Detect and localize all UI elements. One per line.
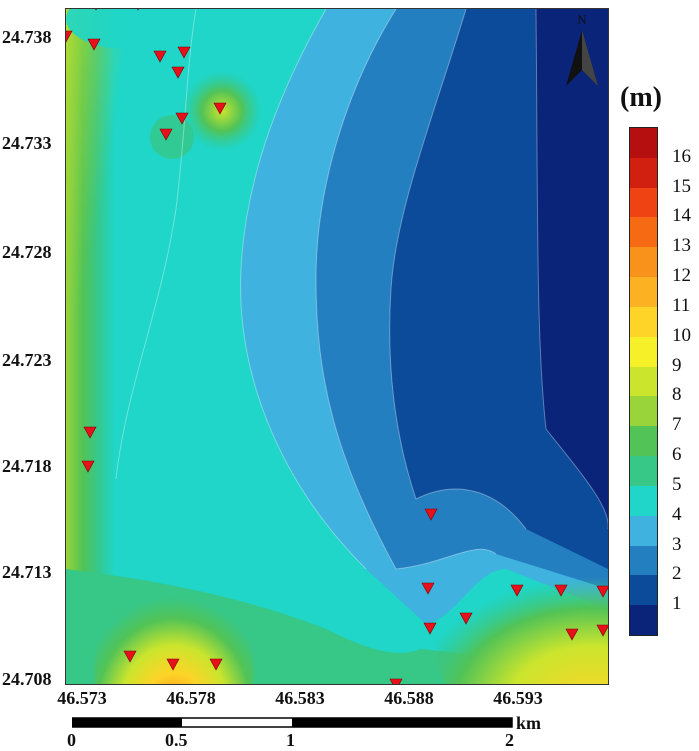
well-marker-icon [159,128,173,141]
legend-label: 5 [672,473,682,495]
y-tick-label: 24.723 [2,350,52,370]
legend-label: 7 [672,414,682,436]
legend-label: 4 [672,503,682,525]
legend-label: 15 [672,175,691,197]
legend-label: 16 [672,145,691,167]
legend-label: 9 [672,354,682,376]
well-marker-icon [424,508,438,521]
well-marker-icon [175,112,189,125]
y-tick-label: 24.738 [2,27,52,47]
legend-unit-label: (m) [620,82,662,113]
y-tick-label: 24.728 [2,242,52,262]
legend-swatch [630,545,657,576]
legend-label: 11 [672,294,691,316]
legend-label: 8 [672,384,682,406]
legend-swatch [630,128,657,159]
well-marker-icon [423,622,437,635]
legend-swatch [630,515,657,547]
legend-swatch [630,336,657,368]
legend-label: 12 [672,265,691,287]
map-panel[interactable] [65,8,609,685]
x-tick-label: 46.578 [166,688,216,708]
y-tick-label: 24.718 [2,456,52,476]
scale-label: 2 [505,730,514,750]
legend-label: 13 [672,235,691,257]
well-marker-icon [421,582,435,595]
legend-swatch [630,485,657,517]
legend-swatch [630,217,657,248]
legend-label: 14 [672,205,691,227]
well-marker-icon [459,612,473,625]
well-marker-icon [66,30,73,43]
scale-label: 1 [286,730,295,750]
well-marker-icon [87,38,101,51]
scale-label: 0 [67,730,76,750]
legend-swatch [630,277,657,308]
well-marker-icon [510,584,524,597]
well-marker-icon [596,585,608,598]
legend-swatch [630,306,657,338]
well-marker-icon [166,658,180,671]
scale-label: 0.5 [165,730,188,750]
scale-bar [72,717,513,728]
x-tick-label: 46.593 [493,688,543,708]
legend-swatch [630,605,657,636]
x-tick-label: 46.573 [57,688,107,708]
well-marker-icon [83,426,97,439]
well-marker-icon [596,624,608,637]
well-marker-icon [213,102,227,115]
legend-swatch [630,157,657,189]
north-arrow-icon: N [562,12,602,90]
scale-unit: km [516,713,542,733]
y-tick-label: 24.733 [2,133,52,153]
well-marker-icon [209,658,223,671]
legend-label: 6 [672,444,682,466]
y-tick-label: 24.713 [2,562,52,582]
water-level-contour-map [66,9,608,684]
y-tick-label: 24.708 [2,669,52,689]
well-marker-icon [554,584,568,597]
legend-swatch [630,187,657,218]
legend-label: 3 [672,533,682,555]
legend-swatch [630,575,657,606]
well-marker-icon [177,46,191,59]
legend-label: 10 [672,324,691,346]
well-marker-icon [153,50,167,63]
legend-label: 1 [672,593,682,615]
well-marker-icon [123,650,137,663]
x-tick-label: 46.583 [275,688,325,708]
well-marker-icon [171,66,185,79]
well-marker-icon [389,678,403,684]
legend-swatch [630,396,657,427]
legend-label: 2 [672,563,682,585]
x-tick-label: 46.588 [384,688,434,708]
legend-swatch [630,456,657,487]
legend-swatch [630,247,657,278]
well-marker-icon [95,9,97,11]
well-marker-icon [81,460,95,473]
well-marker-icon [137,9,139,11]
well-marker-icon [565,628,579,641]
color-legend [629,127,658,636]
well-markers [66,9,608,684]
north-label: N [577,12,587,27]
legend-swatch [630,366,657,397]
legend-swatch [630,426,657,457]
